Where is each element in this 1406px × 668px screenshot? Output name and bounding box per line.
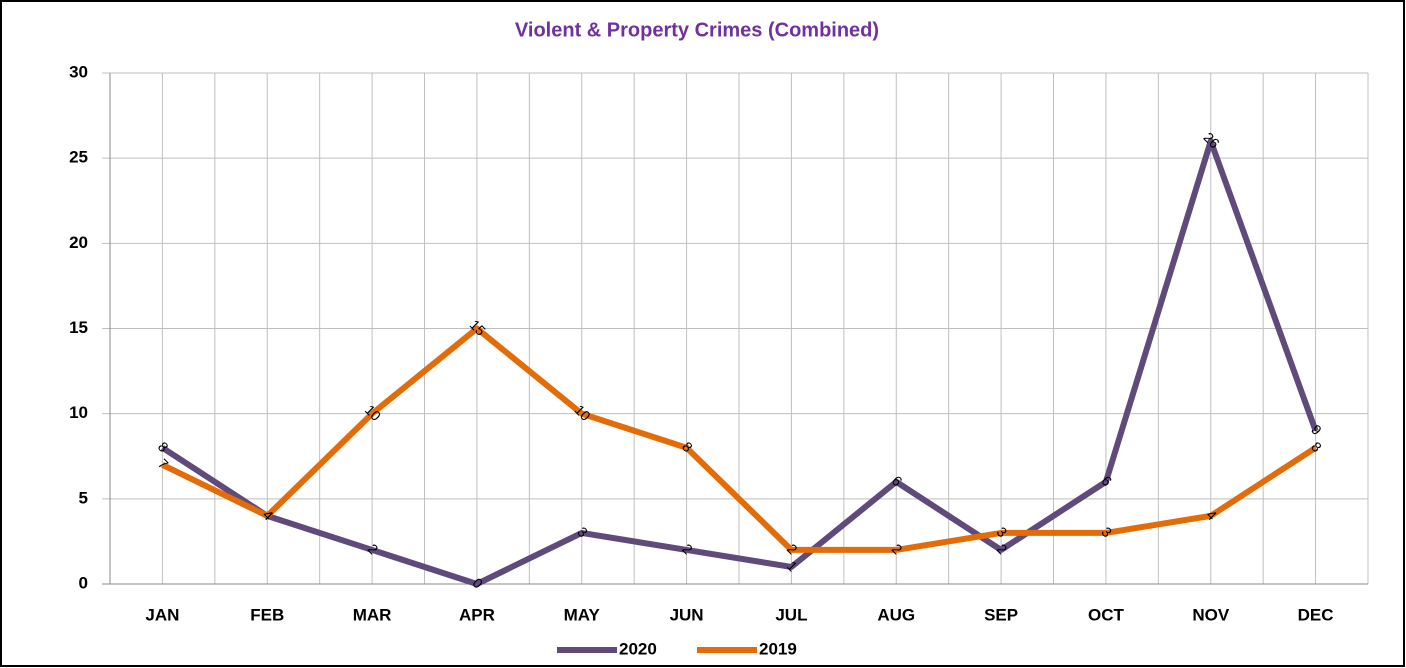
x-tick-label: JUN: [670, 605, 704, 624]
x-tick-label: MAR: [353, 605, 392, 624]
legend-label: 2020: [619, 639, 657, 658]
y-tick-label: 15: [69, 318, 88, 337]
y-tick-label: 25: [69, 148, 88, 167]
x-tick-label: JUL: [775, 605, 807, 624]
line-series: [161, 325, 1318, 553]
x-tick-label: JAN: [145, 605, 179, 624]
x-tick-label: NOV: [1192, 605, 1230, 624]
legend-label: 2019: [759, 639, 797, 658]
x-tick-label: SEP: [984, 605, 1018, 624]
y-tick-label: 5: [79, 488, 88, 507]
x-tick-label: FEB: [250, 605, 284, 624]
x-tick-label: MAY: [564, 605, 601, 624]
chart-title: Violent & Property Crimes (Combined): [515, 19, 879, 41]
y-tick-label: 0: [79, 573, 88, 592]
y-tick-label: 30: [69, 62, 88, 81]
y-tick-label: 20: [69, 233, 88, 252]
x-tick-label: DEC: [1298, 605, 1334, 624]
x-tick-label: APR: [459, 605, 495, 624]
line-series: [160, 138, 1319, 587]
y-tick-label: 10: [69, 403, 88, 422]
x-tick-label: AUG: [877, 605, 915, 624]
x-tick-label: OCT: [1088, 605, 1125, 624]
